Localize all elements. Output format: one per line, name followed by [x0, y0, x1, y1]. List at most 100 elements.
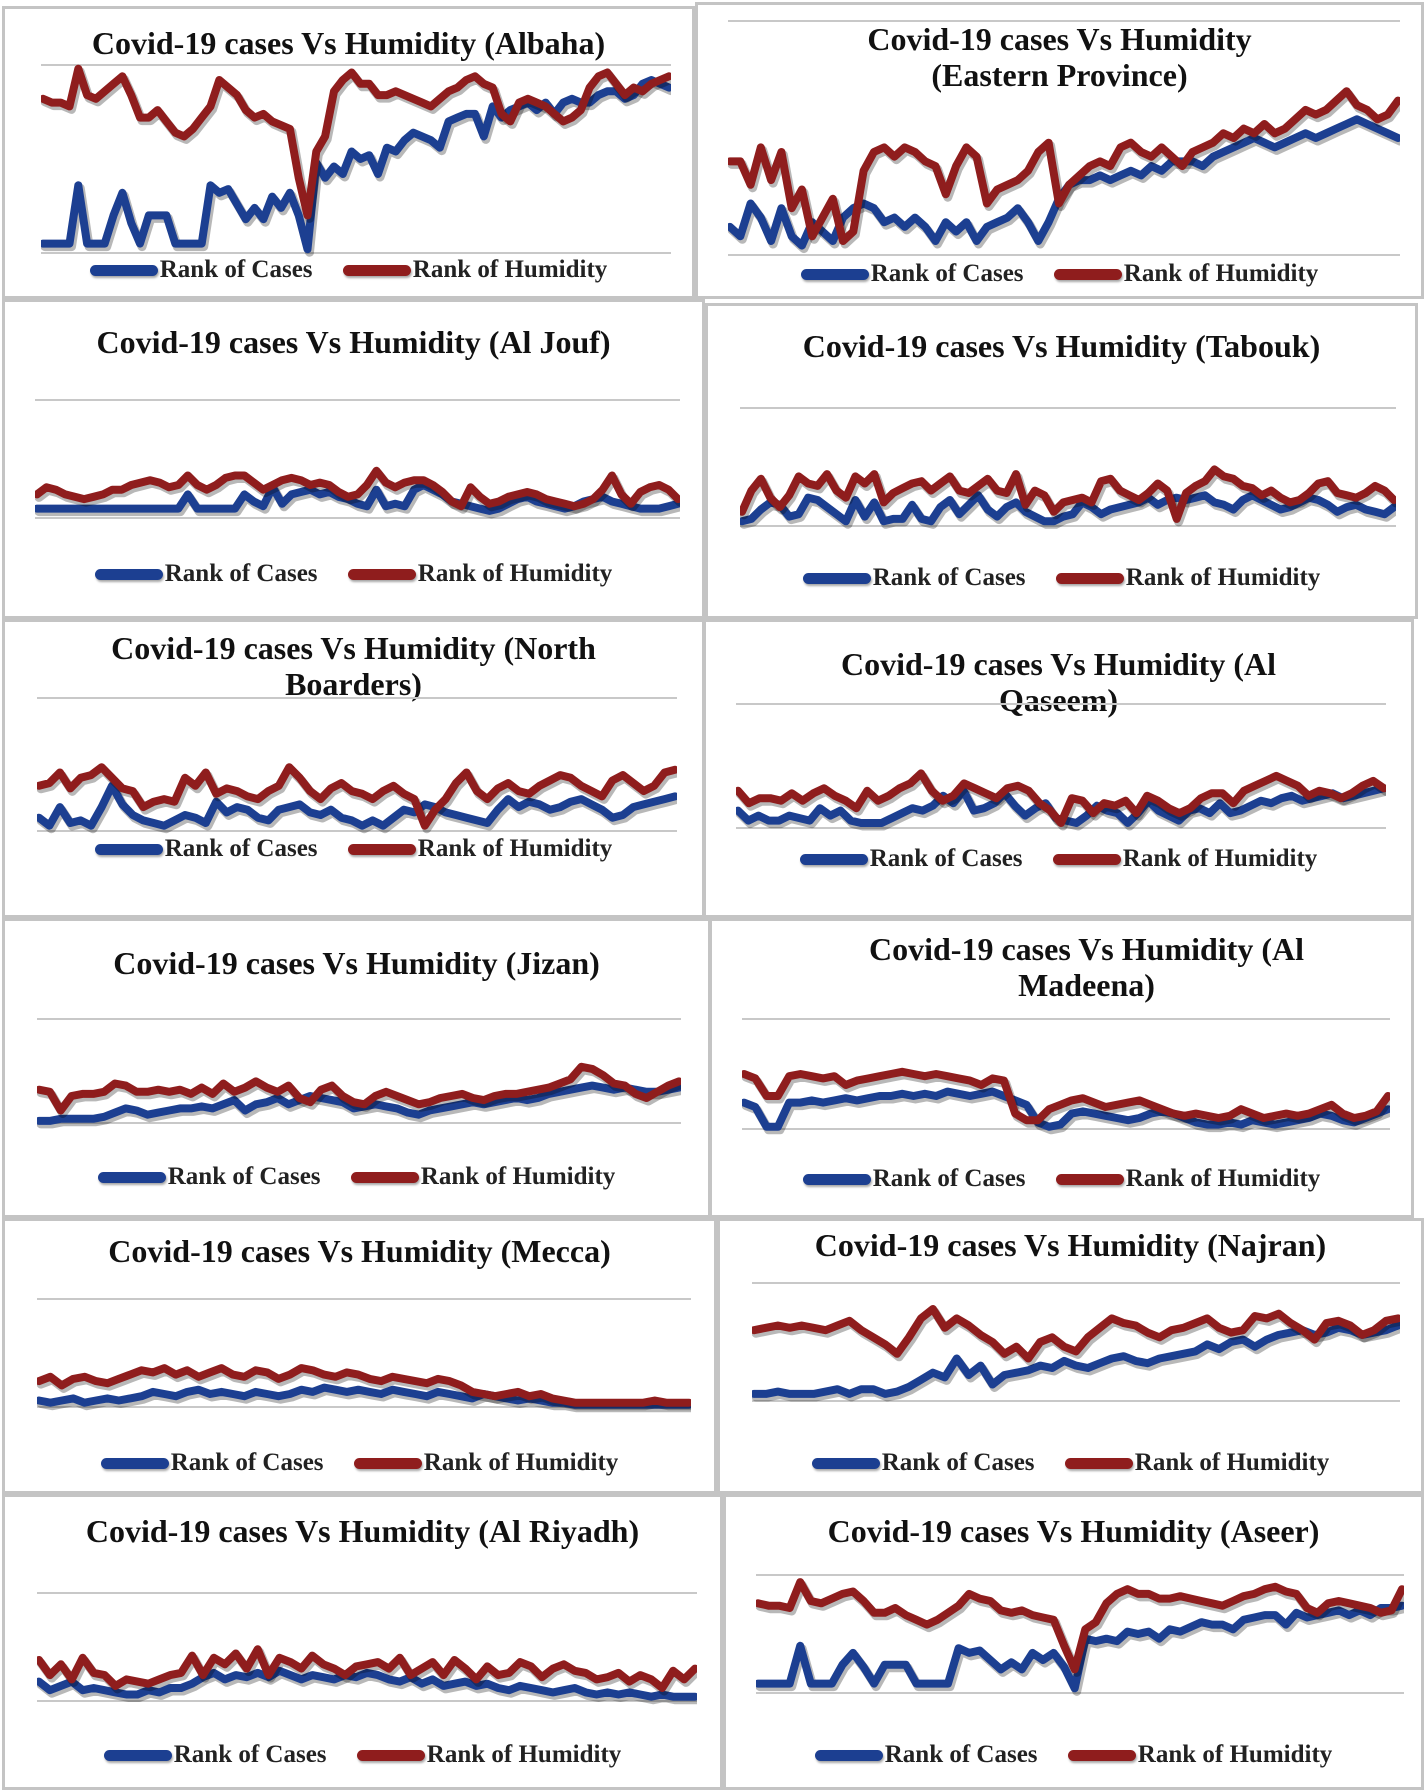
legend-item-humidity: Rank of Humidity: [347, 560, 613, 588]
legend-item-cases: Rank of Cases: [814, 1741, 1038, 1769]
chart-legend: Rank of Cases Rank of Humidity: [712, 1164, 1411, 1194]
legend-swatch-humidity: [342, 264, 411, 276]
legend-item-cases: Rank of Cases: [94, 560, 318, 588]
chart-legend: Rank of Cases Rank of Humidity: [706, 844, 1411, 874]
legend-swatch-humidity: [1052, 853, 1121, 865]
series-line-rank-of-humidity: [35, 466, 680, 511]
chart-title: Covid-19 cases Vs Humidity (Al Riyadh): [85, 1513, 640, 1549]
legend-swatch-cases: [802, 572, 871, 584]
panel-al-riyadh: Covid-19 cases Vs Humidity (Al Riyadh) R…: [2, 1494, 723, 1790]
legend-item-humidity: Rank of Humidity: [347, 835, 613, 863]
legend-item-cases: Rank of Cases: [799, 845, 1023, 873]
legend-label-humidity: Rank of Humidity: [417, 835, 613, 862]
series-line-rank-of-humidity: [37, 1645, 697, 1692]
legend-label-cases: Rank of Cases: [170, 1449, 324, 1476]
legend-swatch-cases: [100, 1457, 169, 1469]
panel-north-boarders: Covid-19 cases Vs Humidity (North Boarde…: [2, 619, 705, 918]
chart-title: Covid-19 cases Vs Humidity (Al Qaseem): [841, 646, 1276, 718]
series-line-rank-of-humidity: [728, 87, 1400, 245]
chart-legend: Rank of Cases Rank of Humidity: [5, 1162, 708, 1192]
chart-title: Covid-19 cases Vs Humidity (Tabouk): [802, 328, 1321, 364]
series-line-rank-of-humidity: [756, 1578, 1404, 1674]
panel-eastern-province: Covid-19 cases Vs Humidity (Eastern Prov…: [695, 2, 1424, 299]
chart-plot: [37, 1018, 681, 1129]
chart-title: Covid-19 cases Vs Humidity (North Boarde…: [111, 630, 596, 702]
series-line-rank-of-cases: [740, 491, 1396, 526]
legend-label-humidity: Rank of Humidity: [1125, 1165, 1321, 1192]
legend-item-humidity: Rank of Humidity: [353, 1449, 619, 1477]
legend-swatch-humidity: [350, 1171, 419, 1183]
chart-legend: Rank of Cases Rank of Humidity: [5, 255, 692, 285]
legend-swatch-cases: [97, 1171, 166, 1183]
legend-item-humidity: Rank of Humidity: [1055, 564, 1320, 592]
panel-najran: Covid-19 cases Vs Humidity (Najran) Rank…: [717, 1218, 1424, 1494]
panel-al-jouf: Covid-19 cases Vs Humidity (Al Jouf) Ran…: [2, 299, 705, 619]
legend-swatch-cases: [89, 264, 158, 276]
chart-legend: Rank of Cases Rank of Humidity: [5, 1448, 714, 1478]
legend-item-humidity: Rank of Humidity: [342, 256, 608, 284]
legend-item-cases: Rank of Cases: [811, 1449, 1035, 1477]
legend-swatch-humidity: [356, 1749, 425, 1761]
legend-label-humidity: Rank of Humidity: [423, 1449, 619, 1476]
chart-title: Covid-19 cases Vs Humidity (Najran): [814, 1227, 1327, 1263]
legend-item-humidity: Rank of Humidity: [1055, 1165, 1321, 1193]
chart-plot: [736, 703, 1386, 831]
series-line-rank-of-cases: [37, 1666, 697, 1701]
legend-label-humidity: Rank of Humidity: [417, 560, 613, 587]
chart-plot: [756, 1574, 1404, 1696]
legend-item-humidity: Rank of Humidity: [356, 1741, 622, 1769]
chart-plot: [35, 399, 680, 519]
series-line-rank-of-cases: [37, 781, 677, 830]
chart-plot: [37, 1592, 697, 1705]
chart-title: Covid-19 cases Vs Humidity (Mecca): [108, 1233, 611, 1269]
legend-item-humidity: Rank of Humidity: [1067, 1741, 1332, 1769]
legend-swatch-cases: [800, 268, 869, 280]
legend-swatch-cases: [103, 1749, 172, 1761]
legend-label-cases: Rank of Cases: [173, 1741, 327, 1768]
legend-swatch-humidity: [353, 1457, 422, 1469]
series-line-rank-of-humidity: [752, 1305, 1400, 1363]
legend-item-cases: Rank of Cases: [103, 1741, 327, 1769]
panel-mecca: Covid-19 cases Vs Humidity (Mecca) Rank …: [2, 1218, 717, 1494]
legend-item-humidity: Rank of Humidity: [1064, 1449, 1330, 1477]
legend-swatch-cases: [811, 1457, 880, 1469]
legend-item-humidity: Rank of Humidity: [1053, 260, 1319, 288]
legend-item-cases: Rank of Cases: [94, 835, 318, 863]
series-line-rank-of-humidity: [41, 64, 671, 220]
series-line-rank-of-humidity: [740, 465, 1396, 523]
panel-al-qaseem: Covid-19 cases Vs Humidity (Al Qaseem) R…: [703, 619, 1414, 918]
legend-item-cases: Rank of Cases: [800, 260, 1024, 288]
legend-label-cases: Rank of Cases: [164, 560, 318, 587]
series-line-rank-of-cases: [742, 1087, 1390, 1131]
chart-legend: Rank of Cases Rank of Humidity: [5, 1740, 720, 1770]
panel-tabouk: Covid-19 cases Vs Humidity (Tabouk) Rank…: [705, 303, 1418, 619]
series-line-rank-of-humidity: [37, 1364, 691, 1407]
legend-swatch-cases: [802, 1173, 871, 1185]
legend-label-humidity: Rank of Humidity: [1134, 1449, 1330, 1476]
legend-item-cases: Rank of Cases: [100, 1449, 324, 1477]
chart-plot: [740, 407, 1396, 529]
legend-label-humidity: Rank of Humidity: [426, 1741, 622, 1768]
chart-title: Covid-19 cases Vs Humidity (Al Madeena): [869, 931, 1304, 1003]
chart-title: Covid-19 cases Vs Humidity (Albaha): [91, 25, 606, 61]
series-line-rank-of-cases: [41, 76, 671, 254]
legend-label-humidity: Rank of Humidity: [412, 256, 608, 283]
legend-swatch-humidity: [1064, 1457, 1133, 1469]
series-line-rank-of-cases: [37, 1081, 681, 1125]
legend-swatch-humidity: [1053, 268, 1122, 280]
legend-swatch-humidity: [347, 568, 416, 580]
chart-title: Covid-19 cases Vs Humidity (Eastern Prov…: [867, 21, 1252, 93]
legend-label-humidity: Rank of Humidity: [1123, 260, 1319, 287]
chart-legend: Rank of Cases Rank of Humidity: [5, 559, 702, 589]
chart-title: Covid-19 cases Vs Humidity (Al Jouf): [96, 324, 611, 360]
chart-title: Covid-19 cases Vs Humidity (Aseer): [827, 1513, 1320, 1549]
legend-label-cases: Rank of Cases: [881, 1449, 1035, 1476]
legend-swatch-humidity: [1067, 1749, 1136, 1761]
series-line-rank-of-humidity: [736, 769, 1386, 827]
legend-label-cases: Rank of Cases: [159, 256, 313, 283]
legend-swatch-humidity: [1055, 572, 1124, 584]
chart-legend: Rank of Cases Rank of Humidity: [708, 563, 1415, 593]
legend-swatch-humidity: [347, 843, 416, 855]
chart-title: Covid-19 cases Vs Humidity (Jizan): [113, 945, 600, 981]
legend-label-cases: Rank of Cases: [164, 835, 318, 862]
